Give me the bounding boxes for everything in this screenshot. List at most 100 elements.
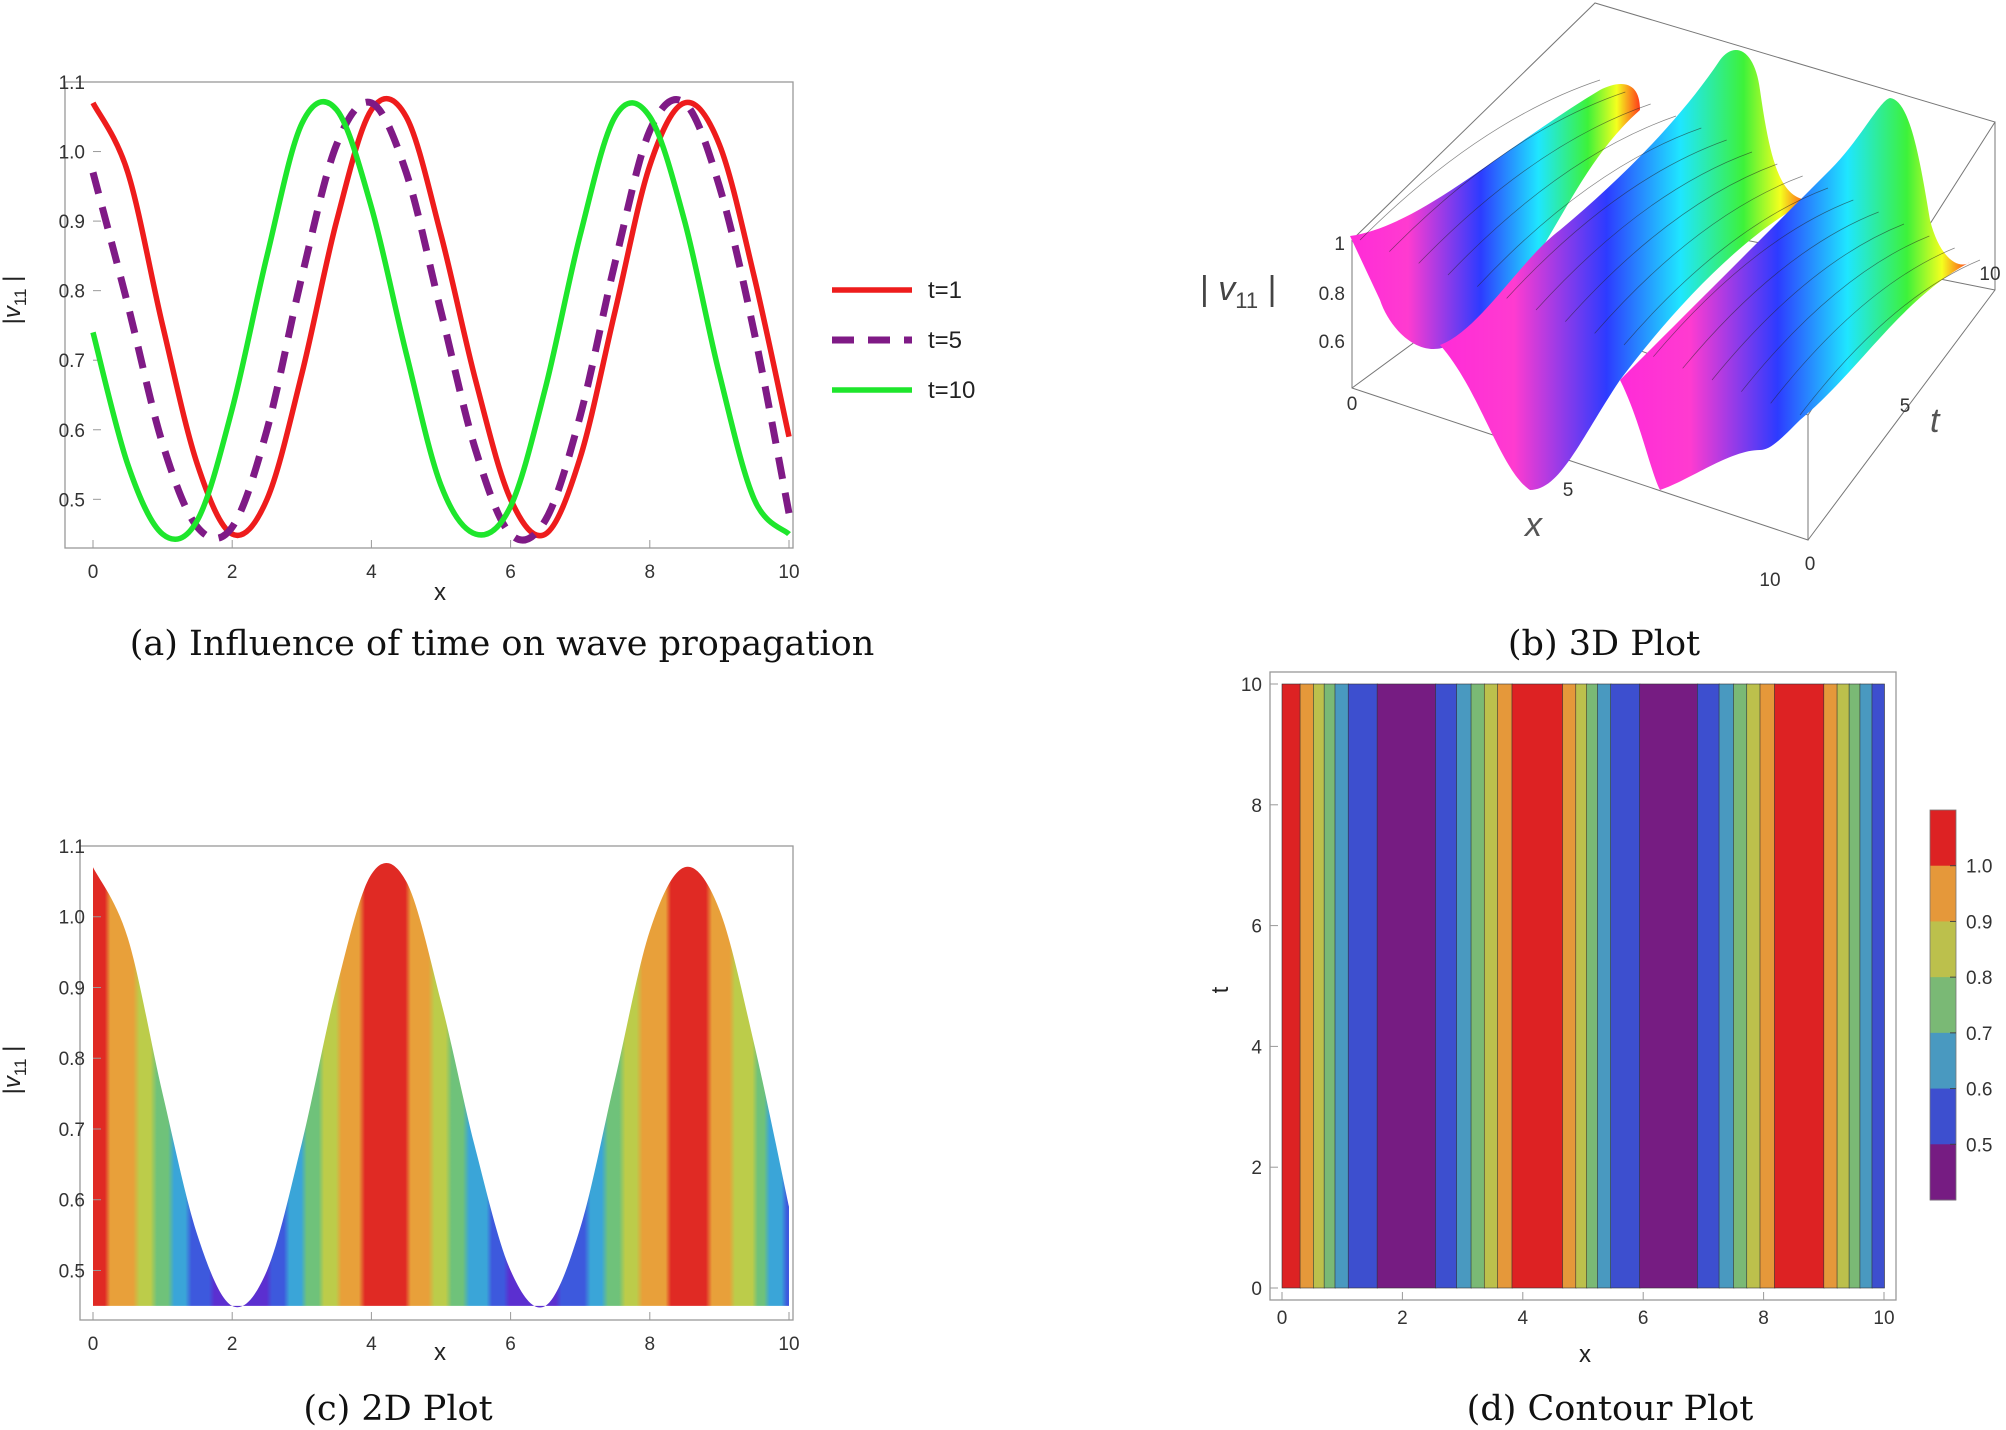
panel-d-y-tick-label: 10 bbox=[1241, 675, 1262, 696]
panel-b-mesh-line bbox=[1389, 91, 1626, 252]
panel-d-band bbox=[1586, 683, 1599, 1289]
panel-a-series-t-5 bbox=[89, 96, 793, 544]
caption-d: (d) Contour Plot bbox=[1467, 1389, 1754, 1429]
panel-c-y-tick-label: 0.7 bbox=[59, 1120, 85, 1141]
panel-d-colorbar-swatch bbox=[1930, 810, 1956, 867]
panel-d-x-tick-label: 8 bbox=[1758, 1308, 1769, 1329]
panel-b-t-label: t bbox=[1930, 402, 1941, 440]
panel-d-band bbox=[1456, 683, 1472, 1289]
panel-d-band bbox=[1774, 683, 1825, 1289]
panel-b-mesh-line bbox=[1565, 163, 1778, 322]
caption-a: (a) Influence of time on wave propagatio… bbox=[130, 624, 875, 664]
panel-a-x-label: x bbox=[434, 579, 446, 606]
panel-a-y-tick-label: 0.9 bbox=[59, 212, 85, 233]
panel-a-legend-label: t=10 bbox=[928, 377, 975, 404]
panel-d-colorbar-swatch bbox=[1930, 1144, 1956, 1201]
panel-d-band bbox=[1836, 683, 1850, 1289]
panel-c-x-tick-label: 4 bbox=[366, 1334, 377, 1355]
panel-c-y-tick-label: 0.6 bbox=[59, 1191, 85, 1212]
panel-a-y-tick-label: 0.6 bbox=[59, 421, 85, 442]
panel-d-band bbox=[1435, 683, 1458, 1289]
panel-b-x-tick-0: 0 bbox=[1347, 394, 1358, 415]
panel-d-x-tick-label: 2 bbox=[1397, 1308, 1408, 1329]
panel-c-x-tick-label: 10 bbox=[778, 1334, 799, 1355]
panel-d-band bbox=[1299, 683, 1315, 1289]
panel-d-colorbar-label: 0.5 bbox=[1966, 1135, 1992, 1156]
panel-d-y-tick-label: 4 bbox=[1251, 1037, 1262, 1058]
panel-d-band bbox=[1334, 683, 1350, 1289]
panel-b-mesh-line bbox=[1447, 115, 1677, 276]
panel-d-x-label: x bbox=[1579, 1341, 1591, 1368]
panel-c-x-tick-label: 0 bbox=[88, 1334, 99, 1355]
panel-a-x-tick-label: 8 bbox=[645, 562, 656, 583]
panel-d-colorbar: 0.5 0.6 0.7 0.8 0.9 1.0 bbox=[1929, 809, 1992, 1201]
panel-d-band bbox=[1610, 683, 1641, 1289]
panel-b-surface-band-1 bbox=[1350, 84, 1640, 349]
panel-b-mesh-line bbox=[1418, 103, 1651, 264]
panel-d-band bbox=[1871, 683, 1885, 1289]
panel-b-mesh-line bbox=[1653, 199, 1854, 357]
panel-b-mesh-line bbox=[1359, 79, 1601, 241]
panel-a-x-tick-label: 4 bbox=[366, 562, 377, 583]
panel-d-band bbox=[1313, 683, 1325, 1289]
panel-b-3d-surface: 1 0.8 0.6 0 5 10 0 5 10 x t | v11 | bbox=[1200, 2, 2001, 591]
panel-d-band bbox=[1470, 683, 1486, 1289]
panel-d-colorbar-swatch bbox=[1930, 1088, 1956, 1145]
panel-d-frame bbox=[1269, 671, 1897, 1301]
panel-d-band bbox=[1483, 683, 1499, 1289]
panel-b-box-verticals bbox=[1351, 240, 1809, 541]
panel-d-x-tick-label: 6 bbox=[1638, 1308, 1649, 1329]
panel-d-band bbox=[1718, 683, 1735, 1289]
panel-c-y-tick-label: 0.8 bbox=[59, 1049, 85, 1070]
panel-b-mesh-line bbox=[1506, 139, 1727, 299]
panel-c-y-label: |v11 | bbox=[0, 1046, 30, 1095]
panel-a-y-tick-label: 0.7 bbox=[59, 351, 85, 372]
panel-d-band bbox=[1733, 683, 1748, 1289]
panel-c-x-tick-label: 8 bbox=[645, 1334, 656, 1355]
panel-b-mesh-line bbox=[1711, 223, 1905, 381]
panel-b-t-tick-0: 0 bbox=[1805, 554, 1816, 575]
panel-a-y-tick-label: 1.1 bbox=[59, 73, 85, 94]
panel-a-x-tick-label: 0 bbox=[88, 562, 99, 583]
panel-d-colorbar-swatch bbox=[1930, 921, 1956, 978]
panel-d-colorbar-swatch bbox=[1930, 1032, 1956, 1090]
panel-c-y-tick-label: 0.9 bbox=[59, 978, 85, 999]
panel-c-area-chart: 0 2 4 6 8 10 0.5 0.6 0.7 0.8 0.9 1.0 1.1 x |v11 | bbox=[0, 837, 800, 1366]
panel-a-x-tick-label: 2 bbox=[227, 562, 238, 583]
panel-b-mesh-line bbox=[1477, 127, 1702, 287]
caption-b: (b) 3D Plot bbox=[1508, 624, 1700, 664]
panel-b-surface-band-2 bbox=[1440, 50, 1810, 490]
panel-b-z-tick-1: 1 bbox=[1334, 234, 1345, 255]
panel-b-z-tick-3: 0.6 bbox=[1319, 332, 1345, 353]
panel-d-colorbar-swatch bbox=[1930, 977, 1956, 1034]
panel-d-x-tick-label: 10 bbox=[1873, 1308, 1894, 1329]
panel-a-y-tick-label: 0.8 bbox=[59, 282, 85, 303]
panel-d-colorbar-frame bbox=[1929, 809, 1957, 1201]
panel-d-band bbox=[1848, 683, 1861, 1289]
panel-a-legend: t=1 t=5 t=10 bbox=[832, 277, 975, 404]
panel-b-mesh-line bbox=[1770, 247, 1955, 404]
panel-d-contour-plot: 0 2 4 6 8 10 0 2 4 6 8 10 0.5 0.6 0.7 0.8 0.9 1.0 x t bbox=[1207, 671, 1992, 1368]
panel-c-x-tick-label: 2 bbox=[227, 1334, 238, 1355]
panel-b-surface-band-3 bbox=[1620, 98, 1970, 490]
panel-b-x-tick-10: 10 bbox=[1759, 570, 1780, 591]
panel-d-band bbox=[1497, 683, 1513, 1289]
panel-b-mesh-line bbox=[1535, 151, 1753, 311]
panel-a-series-t-1 bbox=[90, 96, 792, 539]
panel-c-y-tick-label: 1.0 bbox=[59, 908, 85, 929]
panel-d-y-label: t bbox=[1207, 986, 1234, 993]
panel-d-band bbox=[1281, 683, 1301, 1289]
panel-d-x-tick-label: 0 bbox=[1277, 1308, 1288, 1329]
panel-d-band bbox=[1597, 683, 1612, 1289]
panel-d-colorbar-label: 0.7 bbox=[1966, 1024, 1992, 1045]
panel-a-frame bbox=[64, 81, 794, 549]
panel-d-band bbox=[1859, 683, 1873, 1289]
panel-b-t-tick-10: 10 bbox=[1979, 264, 2000, 285]
panel-c-x-tick-label: 6 bbox=[505, 1334, 516, 1355]
panel-d-band bbox=[1746, 683, 1761, 1289]
panel-d-band bbox=[1562, 683, 1577, 1289]
panel-a-y-tick-label: 0.5 bbox=[59, 490, 85, 511]
panel-d-band bbox=[1759, 683, 1776, 1289]
panel-d-colorbar-label: 0.8 bbox=[1966, 968, 1992, 989]
panel-a-line-chart: 0 2 4 6 8 100.50.60.70.80.91.01.1 t=1t=5t=10 … bbox=[0, 73, 975, 606]
